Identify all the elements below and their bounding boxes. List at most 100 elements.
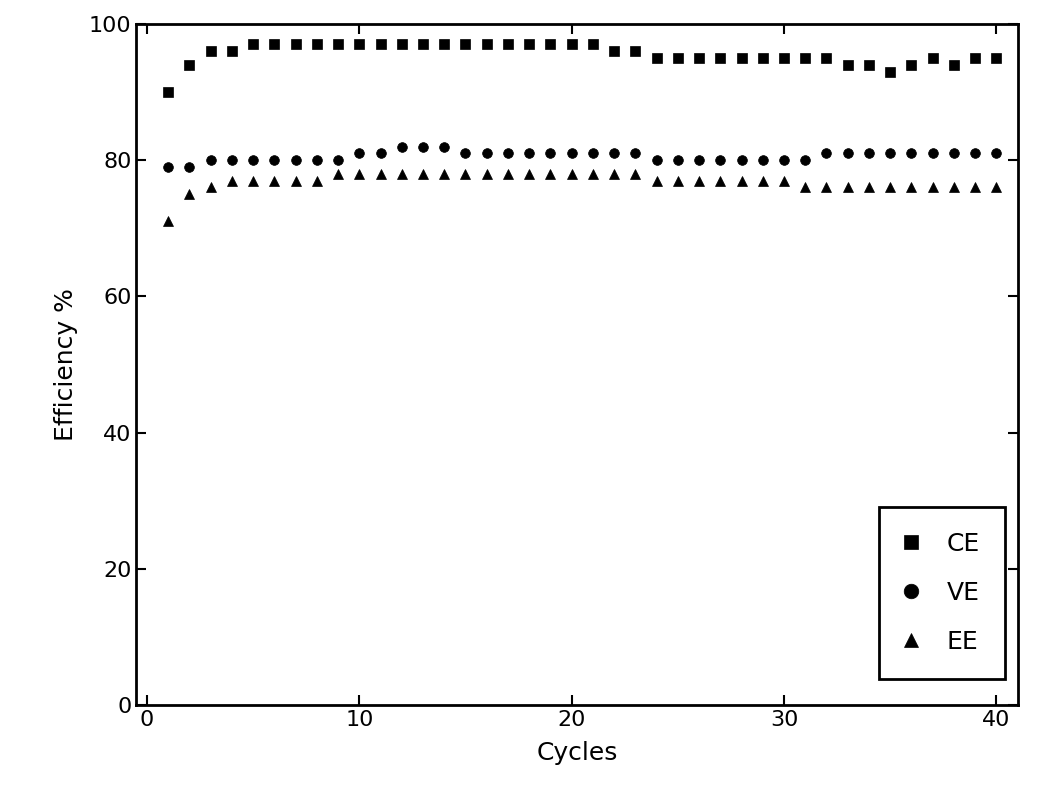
EE [735, 175, 748, 185]
CE [777, 53, 790, 63]
EE [331, 169, 344, 179]
EE [586, 169, 599, 179]
CE [884, 66, 897, 76]
VE [799, 155, 812, 165]
VE [926, 148, 939, 158]
EE [205, 183, 217, 192]
EE [522, 169, 535, 179]
EE [184, 189, 196, 199]
EE [162, 216, 174, 226]
X-axis label: Cycles: Cycles [536, 741, 618, 765]
EE [374, 169, 387, 179]
CE [395, 39, 408, 49]
VE [395, 142, 408, 151]
CE [905, 60, 918, 70]
EE [650, 175, 663, 185]
VE [522, 148, 535, 158]
CE [544, 39, 557, 49]
VE [650, 155, 663, 165]
CE [480, 39, 493, 49]
CE [735, 53, 748, 63]
CE [205, 46, 217, 56]
CE [990, 53, 1003, 63]
CE [501, 39, 514, 49]
CE [671, 53, 684, 63]
EE [629, 169, 642, 179]
EE [862, 183, 875, 192]
VE [544, 148, 557, 158]
CE [184, 60, 196, 70]
Line: CE: CE [164, 39, 1001, 97]
VE [501, 148, 514, 158]
EE [544, 169, 557, 179]
Y-axis label: Efficiency %: Efficiency % [53, 288, 78, 441]
EE [947, 183, 960, 192]
EE [926, 183, 939, 192]
EE [756, 175, 769, 185]
VE [565, 148, 578, 158]
VE [290, 155, 302, 165]
VE [247, 155, 259, 165]
CE [799, 53, 812, 63]
CE [247, 39, 259, 49]
VE [184, 162, 196, 171]
EE [671, 175, 684, 185]
VE [586, 148, 599, 158]
VE [756, 155, 769, 165]
EE [480, 169, 493, 179]
CE [354, 39, 366, 49]
EE [269, 175, 281, 185]
VE [990, 148, 1003, 158]
CE [269, 39, 281, 49]
EE [714, 175, 727, 185]
CE [692, 53, 705, 63]
EE [501, 169, 514, 179]
CE [650, 53, 663, 63]
CE [926, 53, 939, 63]
CE [629, 46, 642, 56]
VE [311, 155, 323, 165]
VE [692, 155, 705, 165]
VE [884, 148, 897, 158]
VE [607, 148, 620, 158]
Line: EE: EE [164, 169, 1001, 227]
EE [905, 183, 918, 192]
VE [777, 155, 790, 165]
CE [374, 39, 387, 49]
EE [990, 183, 1003, 192]
EE [799, 183, 812, 192]
EE [777, 175, 790, 185]
VE [969, 148, 982, 158]
EE [226, 175, 238, 185]
CE [459, 39, 472, 49]
Legend: CE, VE, EE: CE, VE, EE [879, 507, 1005, 678]
CE [311, 39, 323, 49]
CE [862, 60, 875, 70]
VE [331, 155, 344, 165]
VE [820, 148, 833, 158]
EE [437, 169, 450, 179]
VE [437, 142, 450, 151]
EE [607, 169, 620, 179]
VE [374, 148, 387, 158]
CE [607, 46, 620, 56]
CE [947, 60, 960, 70]
CE [820, 53, 833, 63]
EE [820, 183, 833, 192]
EE [354, 169, 366, 179]
EE [247, 175, 259, 185]
CE [969, 53, 982, 63]
CE [162, 87, 174, 97]
CE [565, 39, 578, 49]
VE [459, 148, 472, 158]
CE [756, 53, 769, 63]
Line: VE: VE [164, 142, 1001, 172]
VE [735, 155, 748, 165]
CE [416, 39, 429, 49]
EE [884, 183, 897, 192]
CE [437, 39, 450, 49]
EE [692, 175, 705, 185]
CE [714, 53, 727, 63]
VE [205, 155, 217, 165]
VE [714, 155, 727, 165]
